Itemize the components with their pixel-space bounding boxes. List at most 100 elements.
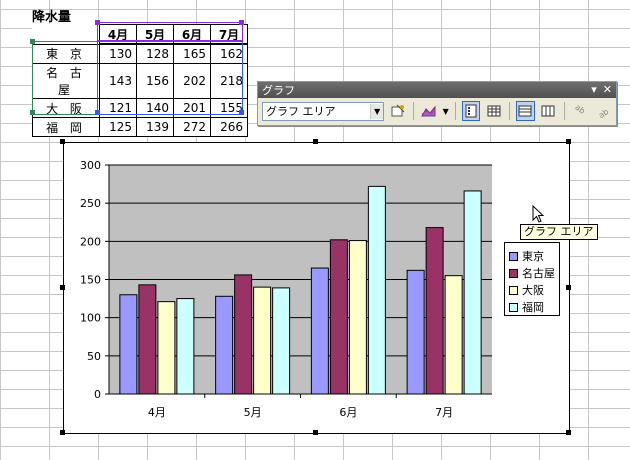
legend-swatch (509, 302, 518, 312)
bar[interactable] (119, 294, 138, 395)
bar[interactable] (215, 295, 234, 395)
chart-toolbar: グラフ ▾ ✕ グラフ エリア ▼ ▼ (257, 81, 617, 126)
series-name-range-highlight[interactable] (97, 22, 243, 41)
range-handle[interactable] (95, 110, 100, 115)
bar[interactable] (272, 287, 291, 395)
legend-swatch (509, 251, 518, 261)
chart-legend[interactable]: 東京 名古屋 大阪 福岡 (504, 242, 560, 316)
range-handle[interactable] (30, 39, 35, 44)
header-cell[interactable]: 7月 (210, 24, 248, 45)
legend-label: 福岡 (522, 301, 544, 314)
toolbar-titlebar[interactable]: グラフ ▾ ✕ (258, 82, 616, 98)
bar[interactable] (348, 240, 367, 395)
toolbar-separator (563, 102, 565, 120)
chart-type-icon[interactable] (420, 101, 439, 121)
table-row: 大 阪 121 140 201 155 (32, 98, 248, 118)
bar[interactable] (329, 239, 348, 395)
chevron-down-icon[interactable]: ▼ (370, 103, 384, 119)
mouse-cursor-icon (532, 205, 545, 223)
bar[interactable] (253, 286, 272, 395)
x-tick-label: 7月 (435, 406, 453, 419)
legend-item[interactable]: 福岡 (509, 299, 544, 315)
x-tick-label: 5月 (244, 406, 262, 419)
y-tick-label: 50 (87, 350, 101, 363)
x-tick-label: 4月 (148, 406, 166, 419)
chart-resize-handle[interactable] (313, 430, 318, 435)
bar[interactable] (406, 269, 425, 395)
chart-resize-handle[interactable] (566, 139, 571, 144)
value-range-highlight[interactable] (97, 41, 243, 115)
data-table-icon[interactable] (484, 101, 503, 121)
chart-resize-handle[interactable] (60, 430, 65, 435)
legend-item[interactable]: 名古屋 (509, 265, 555, 281)
legend-icon[interactable] (461, 101, 481, 121)
bar[interactable] (138, 284, 157, 395)
table-row: 東 京 130 128 165 162 (32, 43, 248, 64)
bar[interactable] (310, 267, 329, 395)
y-tick-label: 300 (80, 159, 101, 172)
toolbar-title: グラフ (262, 84, 295, 97)
chart-resize-handle[interactable] (60, 285, 65, 290)
city-cell[interactable]: 名 古 屋 (32, 63, 100, 99)
by-row-icon[interactable] (516, 101, 535, 121)
y-tick-label: 100 (80, 312, 101, 325)
format-chart-area-icon[interactable] (388, 101, 407, 121)
svg-text:ab: ab (573, 104, 586, 116)
bar[interactable] (157, 301, 176, 395)
chart-area[interactable]: 0 50 100 150 200 250 300 4月 5月 6月 7月 (63, 142, 570, 434)
value-cell[interactable]: 201 (173, 98, 211, 118)
value-cell[interactable]: 162 (210, 43, 248, 64)
legend-item[interactable]: 東京 (509, 248, 544, 264)
angle-text-upward-icon[interactable]: ab (593, 101, 612, 121)
toolbar-separator (412, 102, 414, 120)
value-cell[interactable]: 272 (173, 117, 211, 137)
bar[interactable] (463, 190, 482, 395)
chart-objects-value: グラフ エリア (266, 105, 336, 118)
value-cell[interactable]: 156 (136, 63, 174, 99)
by-column-icon[interactable] (539, 101, 558, 121)
toolbar-options-icon[interactable]: ▾ (591, 83, 597, 96)
bar[interactable] (425, 227, 444, 395)
bar[interactable] (234, 274, 253, 395)
legend-label: 大阪 (522, 284, 544, 297)
range-handle[interactable] (239, 110, 244, 115)
chart-canvas: 0 50 100 150 200 250 300 4月 5月 6月 7月 (80, 159, 492, 419)
chart-resize-handle[interactable] (313, 139, 318, 144)
city-cell[interactable]: 福 岡 (32, 117, 100, 137)
angle-text-downward-icon[interactable]: ab (571, 101, 590, 121)
chevron-down-icon[interactable]: ▼ (442, 106, 449, 116)
y-tick-label: 200 (80, 235, 101, 248)
chart-resize-handle[interactable] (566, 285, 571, 290)
chart-resize-handle[interactable] (60, 139, 65, 144)
value-cell[interactable]: 128 (136, 43, 174, 64)
bar[interactable] (367, 185, 386, 395)
header-cell[interactable]: 4月 (99, 24, 137, 45)
header-cell[interactable]: 6月 (173, 24, 211, 45)
legend-swatch (509, 268, 518, 278)
y-tick-label: 250 (80, 197, 101, 210)
value-cell[interactable]: 121 (99, 98, 137, 118)
table-header-row: 4月 5月 6月 7月 (33, 24, 248, 45)
chart-objects-combo[interactable]: グラフ エリア ▼ (262, 101, 385, 121)
legend-item[interactable]: 大阪 (509, 282, 544, 298)
value-cell[interactable]: 139 (136, 117, 174, 137)
legend-swatch (509, 285, 518, 295)
close-icon[interactable]: ✕ (602, 83, 612, 96)
legend-label: 東京 (522, 250, 544, 263)
range-handle[interactable] (239, 20, 244, 25)
city-cell[interactable]: 大 阪 (32, 98, 100, 118)
value-cell[interactable]: 125 (99, 117, 137, 137)
city-cell[interactable]: 東 京 (32, 43, 100, 64)
tooltip: グラフ エリア (520, 224, 598, 240)
range-handle[interactable] (95, 20, 100, 25)
toolbar-separator (454, 102, 456, 120)
value-cell[interactable]: 266 (210, 117, 248, 137)
legend-label: 名古屋 (522, 267, 555, 280)
chart-resize-handle[interactable] (566, 430, 571, 435)
y-tick-label: 0 (94, 388, 101, 401)
bar[interactable] (176, 298, 195, 395)
range-handle[interactable] (30, 110, 35, 115)
sheet-title: 降水量 (32, 10, 72, 25)
category-range-highlight[interactable] (32, 41, 98, 115)
bar[interactable] (444, 275, 463, 395)
